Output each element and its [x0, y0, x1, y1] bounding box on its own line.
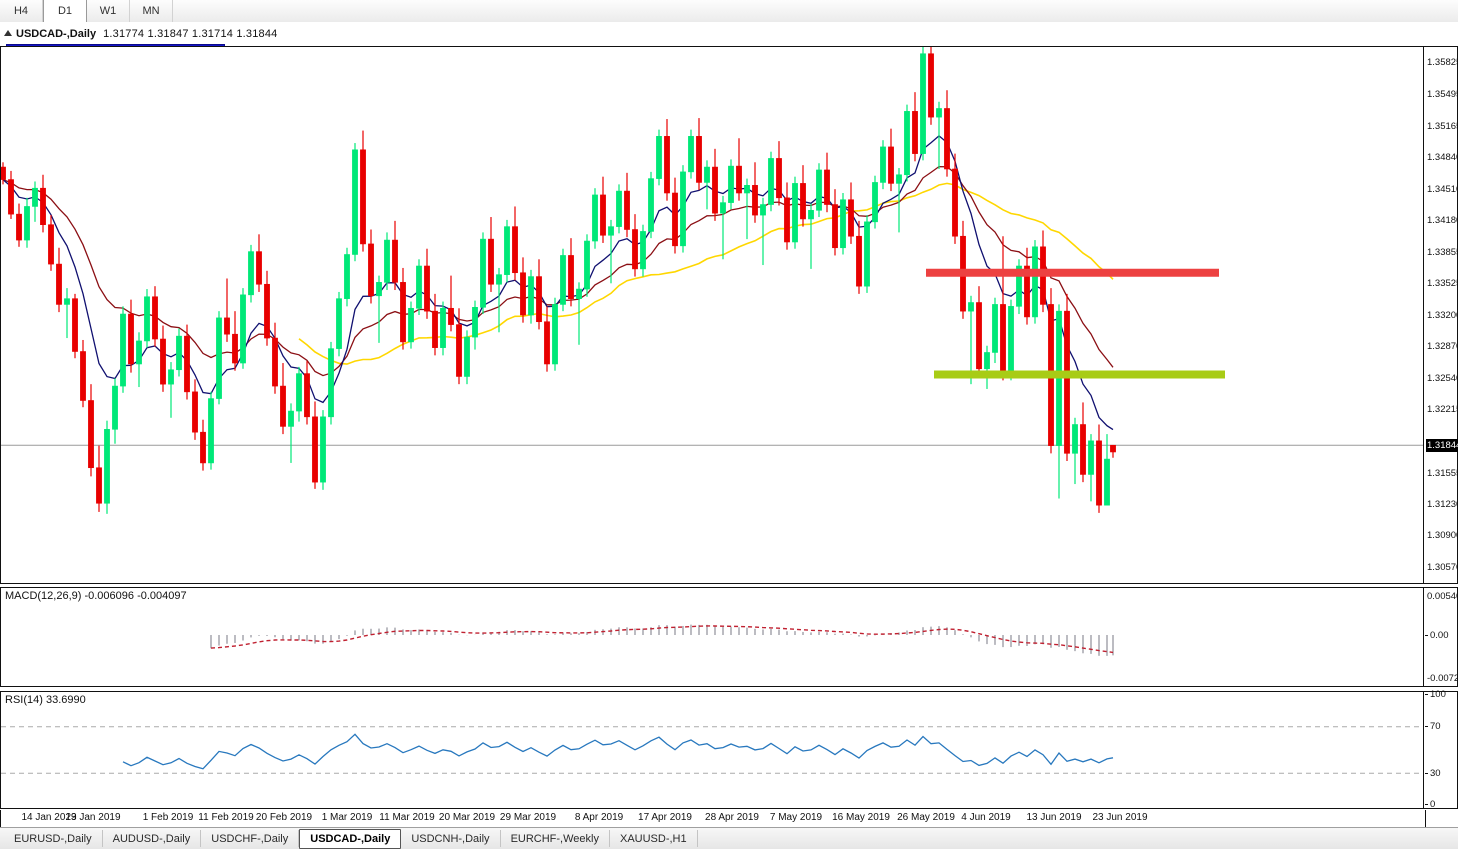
- rsi-tick: 0: [1424, 798, 1458, 810]
- timeframe-w1[interactable]: W1: [87, 0, 130, 22]
- chart-tab-audusd[interactable]: AUDUSD-,Daily: [103, 830, 202, 847]
- rsi-pane[interactable]: RSI(14) 33.6990: [0, 691, 1424, 809]
- timeframe-mn[interactable]: MN: [130, 0, 173, 22]
- price-pane[interactable]: [0, 46, 1424, 584]
- macd-pane[interactable]: MACD(12,26,9) -0.006096 -0.004097: [0, 587, 1424, 687]
- timeframe-d1[interactable]: D1: [43, 0, 87, 23]
- time-axis-label: 14 Jan 2019: [21, 812, 77, 823]
- timeframe-h4[interactable]: H4: [0, 0, 43, 22]
- chart-tab-usdchf[interactable]: USDCHF-,Daily: [201, 830, 300, 847]
- time-axis-label: 20 Mar 2019: [438, 812, 496, 823]
- time-axis-label: 7 May 2019: [769, 812, 823, 823]
- rsi-scale: 100 70 30 0: [1424, 688, 1458, 810]
- time-axis-label: 26 May 2019: [897, 812, 955, 823]
- time-axis-label: 13 Jun 2019: [1026, 812, 1082, 823]
- time-axis[interactable]: 14 Jan 2019 23 Jan 2019 1 Feb 2019 11 Feb 2…: [0, 810, 1426, 827]
- time-axis-label: 23 Jun 2019: [1092, 812, 1148, 823]
- macd-scale: 0.005402 0.00 -0.00724: [1424, 587, 1458, 687]
- price-tick: 1.34180: [1427, 215, 1458, 227]
- price-tick: 1.32540: [1427, 372, 1458, 384]
- time-axis-label: 23 Jan 2019: [65, 812, 121, 823]
- price-tick: 1.35165: [1427, 120, 1458, 132]
- time-axis-label: 8 Apr 2019: [574, 812, 624, 823]
- chart-tab-xauusd[interactable]: XAUUSD-,H1: [610, 830, 698, 847]
- current-price-label: 1.31844: [1424, 438, 1458, 452]
- time-axis-label: 1 Feb 2019: [142, 812, 194, 823]
- price-tick: 1.30900: [1427, 530, 1458, 542]
- chart-tab-eurchf[interactable]: EURCHF-,Weekly: [501, 830, 610, 847]
- chart-tab-bar: EURUSD-,Daily AUDUSD-,Daily USDCHF-,Daily U…: [0, 827, 1458, 849]
- time-axis-label: 29 Mar 2019: [499, 812, 557, 823]
- chart-ohlc-values: 1.31774 1.31847 1.31714 1.31844: [103, 28, 278, 40]
- macd-tick: -0.00724: [1427, 672, 1458, 684]
- rsi-label: RSI(14) 33.6990: [5, 694, 86, 706]
- chart-tab-usdcnh[interactable]: USDCNH-,Daily: [401, 830, 501, 847]
- chart-area[interactable]: USDCAD-,Daily 1.31774 1.31847 1.31714 1.3…: [0, 22, 1458, 827]
- price-tick: 1.33525: [1427, 278, 1458, 290]
- macd-tick: 0.005402: [1427, 590, 1458, 602]
- chart-title-bar: USDCAD-,Daily 1.31774 1.31847 1.31714 1.3…: [4, 28, 278, 40]
- time-axis-label: 11 Feb 2019: [198, 812, 254, 823]
- time-axis-label: 28 Apr 2019: [705, 812, 759, 823]
- triangle-up-icon[interactable]: [4, 30, 12, 37]
- rsi-tick: 70: [1424, 721, 1458, 733]
- timeframe-toolbar: H4 D1 W1 MN: [0, 0, 1458, 23]
- price-scale[interactable]: 1.35825 1.35495 1.35165 1.34840 1.34510 1.341…: [1424, 46, 1458, 584]
- macd-tick: 0.00: [1424, 629, 1458, 641]
- price-tick: 1.34840: [1427, 151, 1458, 163]
- price-tick: 1.35825: [1427, 57, 1458, 69]
- price-tick: 1.30570: [1427, 562, 1458, 574]
- macd-label: MACD(12,26,9) -0.006096 -0.004097: [5, 590, 187, 602]
- rsi-tick: 100: [1424, 688, 1458, 700]
- rsi-tick: 30: [1424, 767, 1458, 779]
- price-tick: 1.32215: [1427, 404, 1458, 416]
- chart-tab-eurusd[interactable]: EURUSD-,Daily: [4, 830, 103, 847]
- price-tick: 1.33855: [1427, 246, 1458, 258]
- time-axis-label: 11 Mar 2019: [379, 812, 435, 823]
- price-tick: 1.35495: [1427, 89, 1458, 101]
- price-tick: 1.31230: [1427, 498, 1458, 510]
- time-axis-label: 16 May 2019: [832, 812, 890, 823]
- toolbar-spacer: [173, 0, 1458, 22]
- time-axis-label: 4 Jun 2019: [961, 812, 1011, 823]
- time-axis-label: 17 Apr 2019: [638, 812, 692, 823]
- time-axis-label: 20 Feb 2019: [255, 812, 313, 823]
- price-tick: 1.31555: [1427, 467, 1458, 479]
- time-axis-label: 1 Mar 2019: [321, 812, 373, 823]
- chart-tab-usdcad[interactable]: USDCAD-,Daily: [299, 828, 402, 849]
- price-tick: 1.34510: [1427, 183, 1458, 195]
- price-tick: 1.32870: [1427, 341, 1458, 353]
- chart-symbol-label: USDCAD-,Daily: [16, 28, 97, 40]
- price-tick: 1.33200: [1427, 309, 1458, 321]
